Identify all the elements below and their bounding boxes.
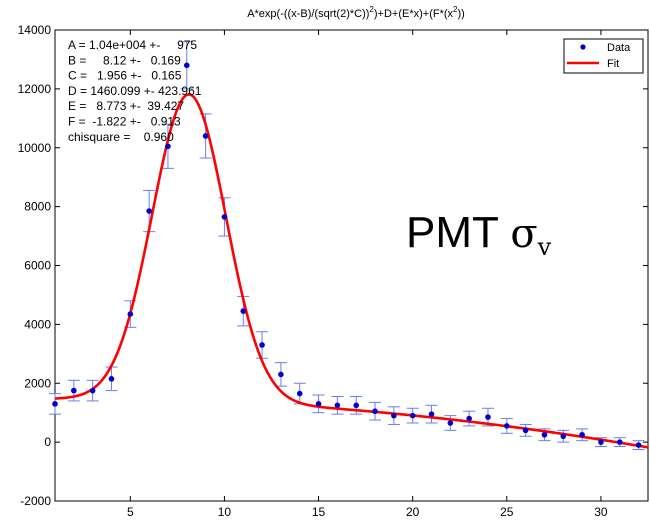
- y-tick-label: -2000: [20, 494, 51, 508]
- data-point: [259, 342, 265, 348]
- x-tick-label: 25: [500, 505, 514, 519]
- y-tick-label: 12000: [18, 82, 52, 96]
- data-point: [353, 402, 360, 409]
- data-point: [202, 133, 209, 139]
- sigma-symbol: σ: [510, 211, 538, 257]
- y-tick-label: 4000: [24, 317, 51, 331]
- y-tick-label: 10000: [18, 141, 52, 155]
- data-point: [165, 143, 171, 150]
- data-point: [108, 376, 115, 382]
- plot-frame: [54, 29, 649, 502]
- fit-result-line: C = 1.956 +- 0.165: [68, 69, 182, 83]
- fit-result-line: F = -1.822 +- 0.913: [68, 115, 181, 129]
- legend-data-label: Data: [607, 42, 631, 54]
- data-point: [466, 415, 472, 422]
- data-point: [71, 387, 77, 394]
- pmt-sigma-label: PMT σv: [406, 208, 551, 261]
- x-tick-label: 10: [218, 505, 232, 519]
- chart-title: A*exp(-((x-B)/(sqrt(2)*C))2)+D+(E*x)+(F*…: [247, 5, 465, 20]
- data-point: [409, 412, 416, 419]
- data-point: [183, 62, 190, 69]
- x-tick-label: 15: [312, 505, 326, 519]
- data-point: [296, 390, 303, 397]
- data-point: [522, 427, 529, 434]
- data-point: [278, 371, 284, 378]
- fit-result-line: chisquare = 0.960: [68, 130, 174, 144]
- legend-fit-label: Fit: [607, 58, 619, 70]
- data-point: [146, 208, 152, 214]
- data-points: [52, 62, 642, 448]
- x-tick-label: 5: [127, 505, 134, 519]
- data-point: [334, 402, 341, 409]
- data-point: [240, 308, 247, 314]
- legend-box: [563, 38, 644, 74]
- y-tick-label: 0: [44, 435, 51, 449]
- x-axis: 5 10 15 20 25 30: [127, 30, 608, 519]
- data-point: [372, 408, 378, 415]
- x-tick-label: 30: [594, 505, 608, 519]
- data-point: [541, 431, 548, 438]
- fit-result-line: B = 8.12 +- 0.169: [68, 53, 181, 67]
- legend: Data Fit: [563, 38, 644, 74]
- data-point: [221, 214, 228, 220]
- sigma-subscript: v: [537, 233, 552, 261]
- y-tick-label: 8000: [24, 200, 51, 214]
- pmt-label-text: PMT: [406, 208, 511, 257]
- fit-result-line: D = 1460.099 +- 423.961: [68, 84, 202, 98]
- y-tick-label: 14000: [18, 23, 52, 37]
- data-point: [447, 420, 454, 426]
- data-point: [504, 423, 510, 429]
- data-point: [52, 401, 58, 407]
- legend-data-marker: [580, 44, 586, 50]
- data-point: [560, 433, 567, 440]
- data-point: [428, 411, 435, 417]
- x-tick-label: 20: [406, 505, 420, 519]
- data-point: [598, 439, 604, 445]
- y-tick-label: 2000: [24, 376, 51, 390]
- y-tick-label: 6000: [24, 259, 51, 273]
- y-axis: -2000 0 2000 4000 6000 8000 10000 12000 14000: [18, 23, 648, 508]
- data-point: [635, 442, 642, 448]
- data-point: [127, 311, 134, 317]
- data-point: [485, 414, 491, 420]
- data-point: [315, 401, 322, 407]
- data-point: [89, 387, 96, 394]
- data-point: [391, 412, 397, 419]
- data-point: [579, 431, 585, 438]
- fit-result-line: E = 8.773 +- 39.427: [68, 99, 184, 113]
- data-point: [616, 439, 623, 445]
- fit-line: [54, 93, 649, 449]
- fit-result-line: A = 1.04e+004 +- 975: [68, 38, 197, 52]
